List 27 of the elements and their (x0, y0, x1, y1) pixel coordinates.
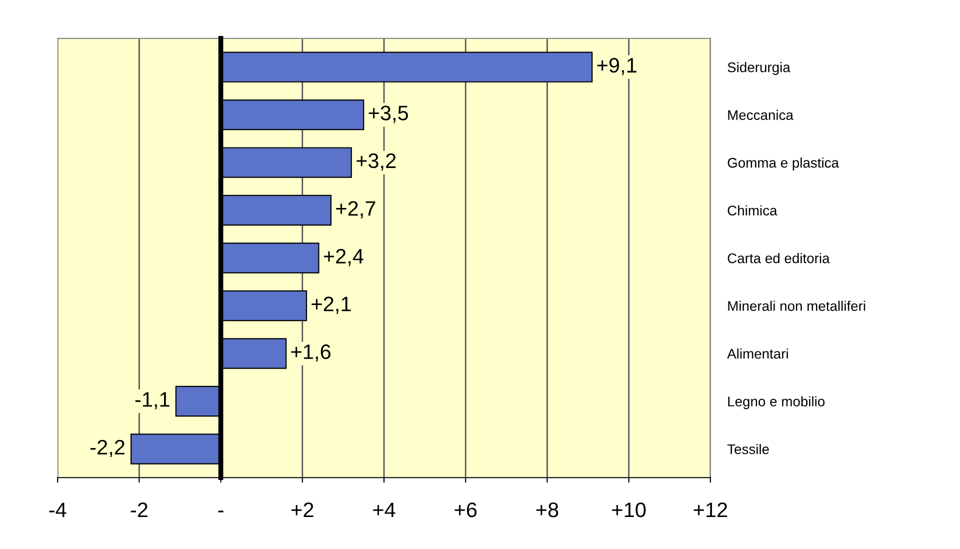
data-label: +2,1 (312, 296, 351, 314)
data-label: +2,7 (336, 201, 376, 218)
x-tick-label: - (218, 510, 224, 512)
x-tick-label: +8 (536, 502, 558, 518)
data-label: -1,1 (135, 392, 170, 410)
y-tick-label: Legno e mobilio (728, 396, 825, 410)
x-tick-label: +2 (292, 502, 314, 518)
x-tick-label: +10 (612, 502, 646, 518)
y-tick-label: Alimentari (727, 348, 788, 359)
y-tick-label: Meccanica (728, 110, 794, 120)
data-label: +3,5 (368, 106, 408, 123)
data-label: +2,4 (324, 248, 364, 266)
y-tick-label: Gomma e plastica (728, 158, 839, 170)
x-tick-label: -2 (130, 502, 148, 518)
data-label: +9,1 (597, 58, 636, 76)
x-tick-label: +12 (694, 502, 728, 518)
y-tick-label: Siderurgia (728, 62, 790, 75)
y-tick-label: Minerali non metalliferi (728, 300, 866, 311)
x-tick-label: +4 (373, 502, 396, 518)
data-label: +3,2 (356, 153, 396, 171)
x-tick-label: -4 (49, 502, 66, 518)
y-tick-label: Carta ed editoria (728, 252, 830, 264)
data-label: -2,2 (90, 440, 124, 458)
x-tick-label: +6 (454, 502, 477, 518)
y-tick-label: Chimica (728, 205, 778, 216)
y-tick-label: Tessile (727, 444, 769, 454)
data-label: +1,6 (291, 344, 330, 362)
